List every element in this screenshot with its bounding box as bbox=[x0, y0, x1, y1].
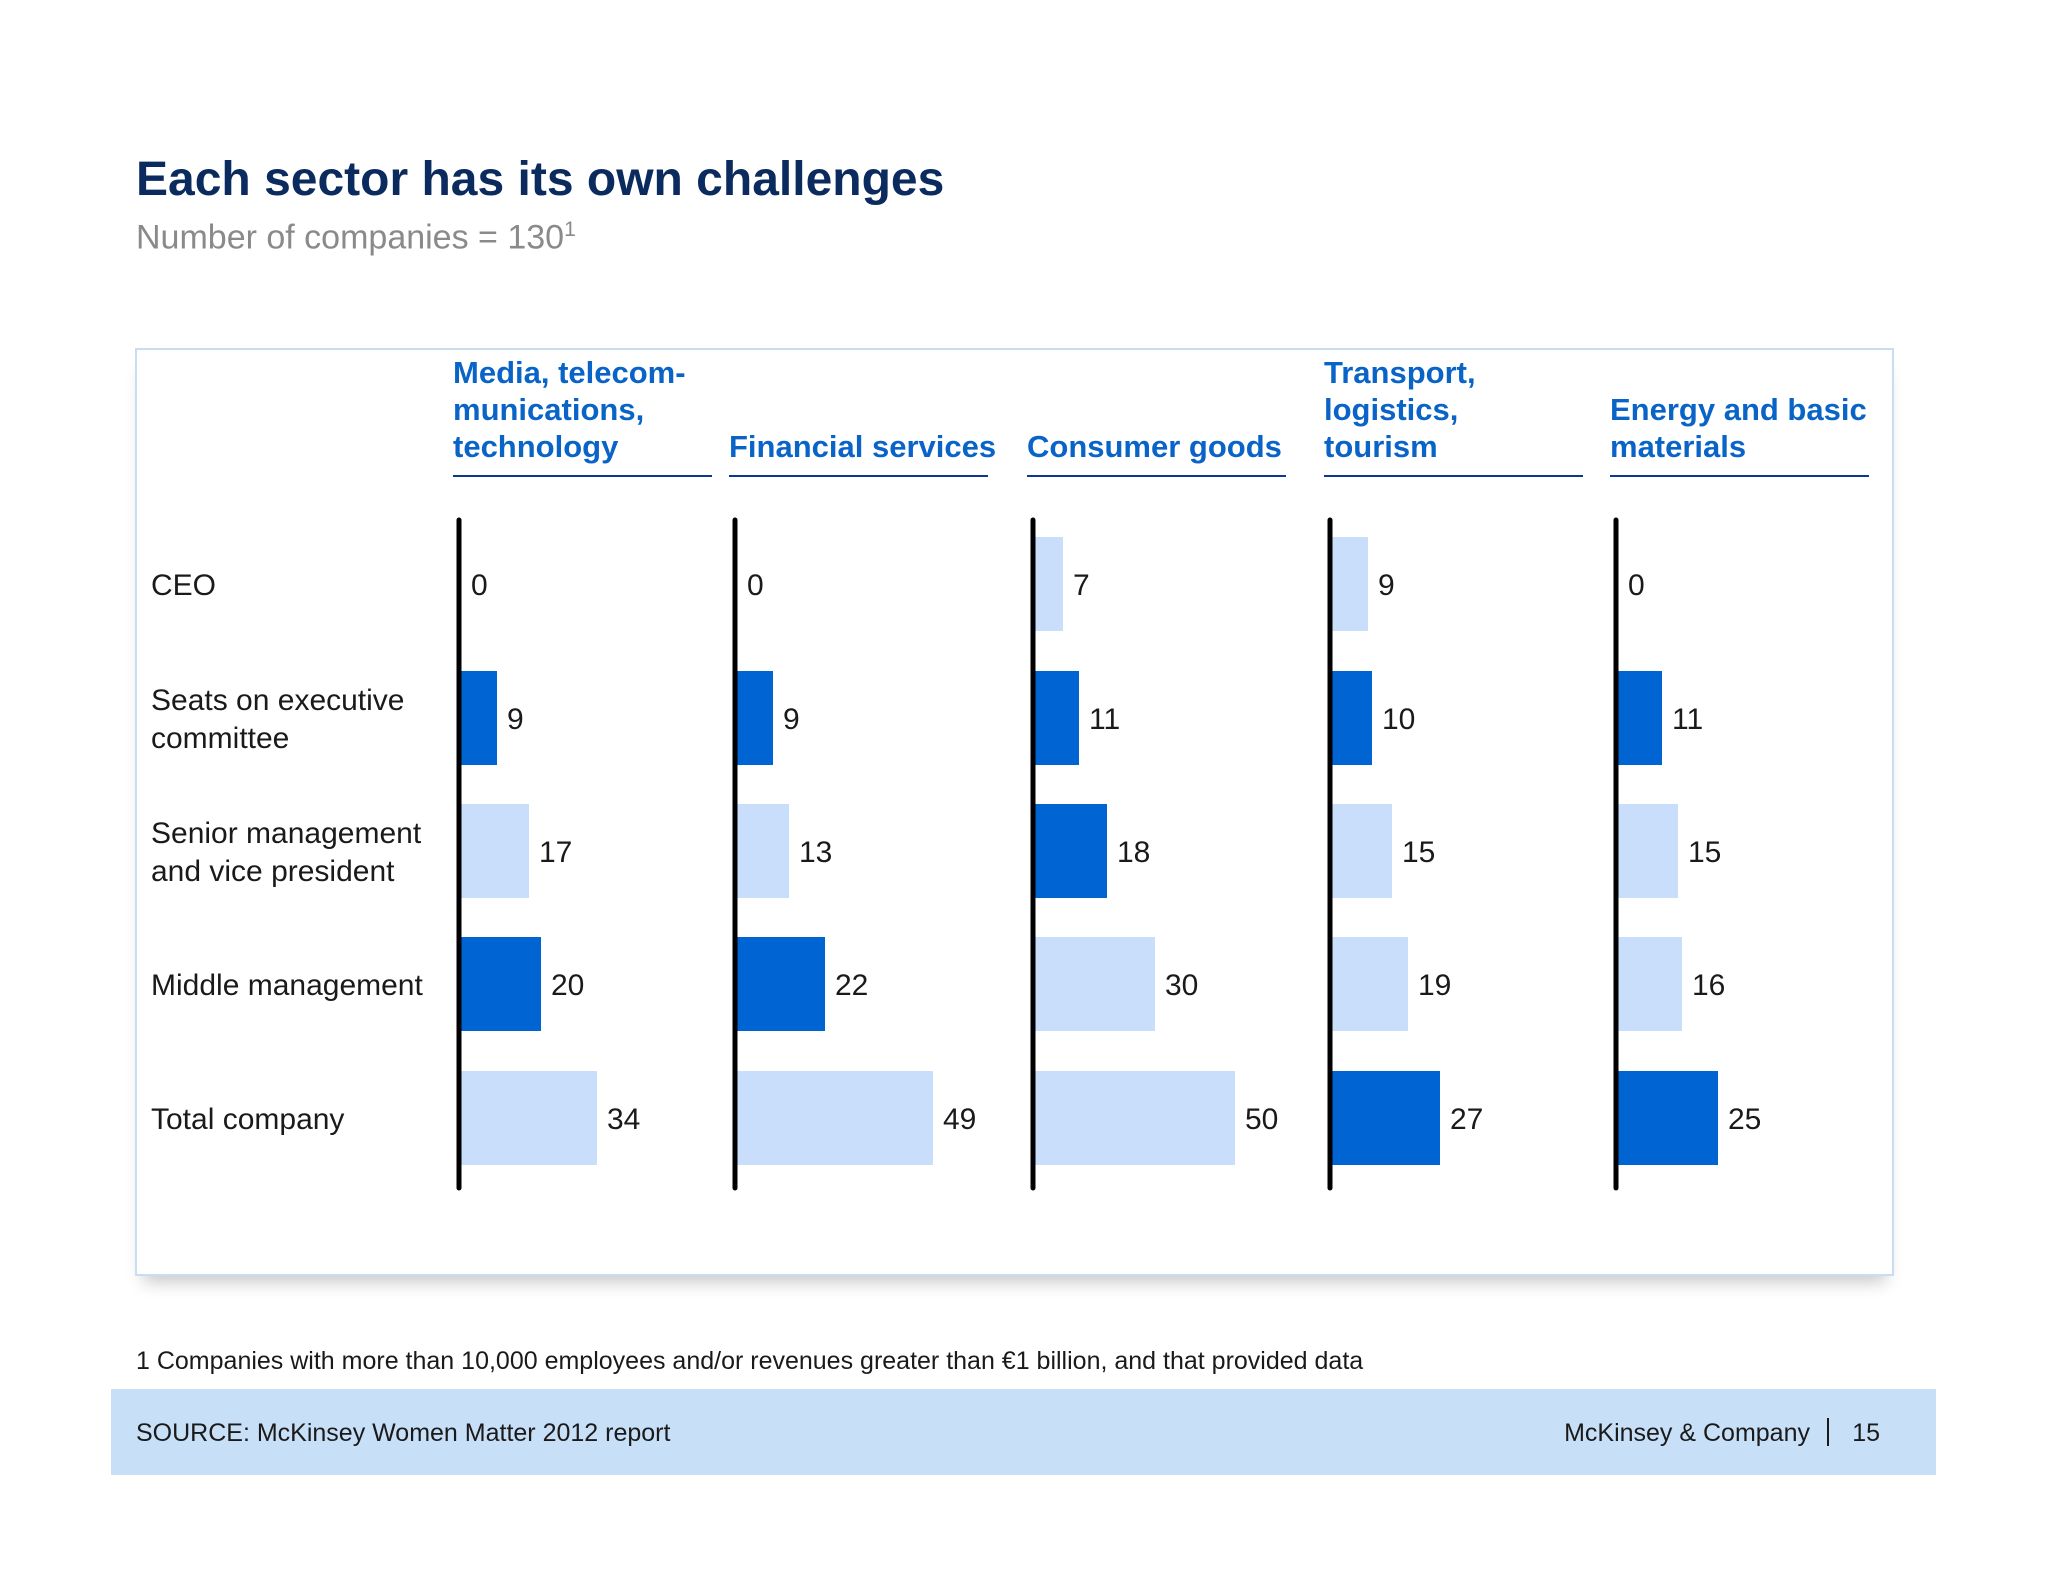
bar-value-label: 15 bbox=[1402, 836, 1435, 869]
bar-media-telecom-munications-technology-senior-management-and-vice-president bbox=[461, 804, 529, 898]
category-label-senior-management-and-vice-president: Senior management bbox=[151, 817, 422, 850]
bar-transport-logistics-tourism-middle-management bbox=[1332, 937, 1408, 1031]
bar-media-telecom-munications-technology-total-company bbox=[461, 1071, 597, 1165]
category-label-seats-on-executive-committee: committee bbox=[151, 722, 289, 755]
category-label-senior-management-and-vice-president: and vice president bbox=[151, 855, 395, 888]
bar-value-label: 13 bbox=[799, 836, 832, 869]
footnote: 1 Companies with more than 10,000 employ… bbox=[136, 1347, 1364, 1375]
group-header-transport-logistics-tourism: tourism bbox=[1324, 429, 1438, 464]
bar-financial-services-middle-management bbox=[737, 937, 825, 1031]
source-note: SOURCE: McKinsey Women Matter 2012 repor… bbox=[136, 1419, 671, 1447]
bar-value-label: 20 bbox=[551, 969, 584, 1002]
bar-consumer-goods-senior-management-and-vice-president bbox=[1035, 804, 1107, 898]
bar-transport-logistics-tourism-seats-on-executive-committee bbox=[1332, 671, 1372, 765]
group-header-consumer-goods: Consumer goods bbox=[1027, 429, 1282, 464]
page-title: Each sector has its own challenges bbox=[136, 153, 945, 206]
bar-transport-logistics-tourism-senior-management-and-vice-president bbox=[1332, 804, 1392, 898]
bar-energy-and-basic-materials-middle-management bbox=[1618, 937, 1682, 1031]
bar-value-label: 27 bbox=[1450, 1103, 1483, 1136]
group-header-media-telecom-munications-technology: Media, telecom- bbox=[453, 355, 686, 390]
company-name: McKinsey & Company bbox=[1564, 1419, 1810, 1447]
bar-energy-and-basic-materials-seats-on-executive-committee bbox=[1618, 671, 1662, 765]
bar-consumer-goods-middle-management bbox=[1035, 937, 1155, 1031]
bar-financial-services-total-company bbox=[737, 1071, 933, 1165]
bar-value-label: 11 bbox=[1089, 703, 1120, 736]
bar-value-label: 9 bbox=[507, 703, 524, 736]
bar-financial-services-seats-on-executive-committee bbox=[737, 671, 773, 765]
bar-value-label: 0 bbox=[1628, 569, 1645, 602]
bar-value-label: 11 bbox=[1672, 703, 1703, 736]
group-header-energy-and-basic-materials: materials bbox=[1610, 429, 1746, 464]
bar-value-label: 16 bbox=[1692, 969, 1725, 1002]
page-number: 15 bbox=[1852, 1419, 1880, 1447]
bar-value-label: 0 bbox=[471, 569, 488, 602]
bar-value-label: 15 bbox=[1688, 836, 1721, 869]
footer-bar: SOURCE: McKinsey Women Matter 2012 repor… bbox=[111, 1389, 1936, 1475]
group-header-financial-services: Financial services bbox=[729, 429, 996, 464]
bar-value-label: 9 bbox=[1378, 569, 1395, 602]
sector-bar-chart: CEO Seats on executive committee Senior man… bbox=[151, 355, 1869, 1191]
group-header-transport-logistics-tourism: Transport, bbox=[1324, 355, 1476, 390]
bar-value-label: 9 bbox=[783, 703, 800, 736]
bar-value-label: 50 bbox=[1245, 1103, 1278, 1136]
bar-value-label: 17 bbox=[539, 836, 572, 869]
bar-value-label: 49 bbox=[943, 1103, 976, 1136]
category-label-ceo: CEO bbox=[151, 569, 216, 602]
footer-separator bbox=[1827, 1418, 1829, 1446]
group-header-transport-logistics-tourism: logistics, bbox=[1324, 392, 1458, 427]
category-label-middle-management: Middle management bbox=[151, 969, 423, 1002]
bar-transport-logistics-tourism-ceo bbox=[1332, 537, 1368, 631]
bar-media-telecom-munications-technology-seats-on-executive-committee bbox=[461, 671, 497, 765]
group-header-media-telecom-munications-technology: technology bbox=[453, 429, 619, 464]
subtitle-text: Number of companies = 130 bbox=[136, 218, 565, 257]
category-label-seats-on-executive-committee: Seats on executive bbox=[151, 684, 405, 717]
subtitle-footnote-mark: 1 bbox=[564, 218, 576, 241]
bar-energy-and-basic-materials-total-company bbox=[1618, 1071, 1718, 1165]
bar-value-label: 25 bbox=[1728, 1103, 1761, 1136]
bar-consumer-goods-total-company bbox=[1035, 1071, 1235, 1165]
bar-value-label: 0 bbox=[747, 569, 764, 602]
bar-value-label: 22 bbox=[835, 969, 868, 1002]
bar-value-label: 7 bbox=[1073, 569, 1090, 602]
bar-energy-and-basic-materials-senior-management-and-vice-president bbox=[1618, 804, 1678, 898]
bar-financial-services-senior-management-and-vice-president bbox=[737, 804, 789, 898]
bar-value-label: 18 bbox=[1117, 836, 1150, 869]
bar-consumer-goods-seats-on-executive-committee bbox=[1035, 671, 1079, 765]
bar-value-label: 30 bbox=[1165, 969, 1198, 1002]
group-header-media-telecom-munications-technology: munications, bbox=[453, 392, 644, 427]
page-subtitle: Number of companies = 1301 bbox=[136, 218, 576, 257]
bar-value-label: 34 bbox=[607, 1103, 640, 1136]
bar-transport-logistics-tourism-total-company bbox=[1332, 1071, 1440, 1165]
chart-panel: CEO Seats on executive committee Senior man… bbox=[135, 348, 1894, 1276]
bar-consumer-goods-ceo bbox=[1035, 537, 1063, 631]
bar-media-telecom-munications-technology-middle-management bbox=[461, 937, 541, 1031]
category-label-total-company: Total company bbox=[151, 1103, 344, 1136]
bar-value-label: 19 bbox=[1418, 969, 1451, 1002]
group-header-energy-and-basic-materials: Energy and basic bbox=[1610, 392, 1867, 427]
bar-value-label: 10 bbox=[1382, 703, 1415, 736]
